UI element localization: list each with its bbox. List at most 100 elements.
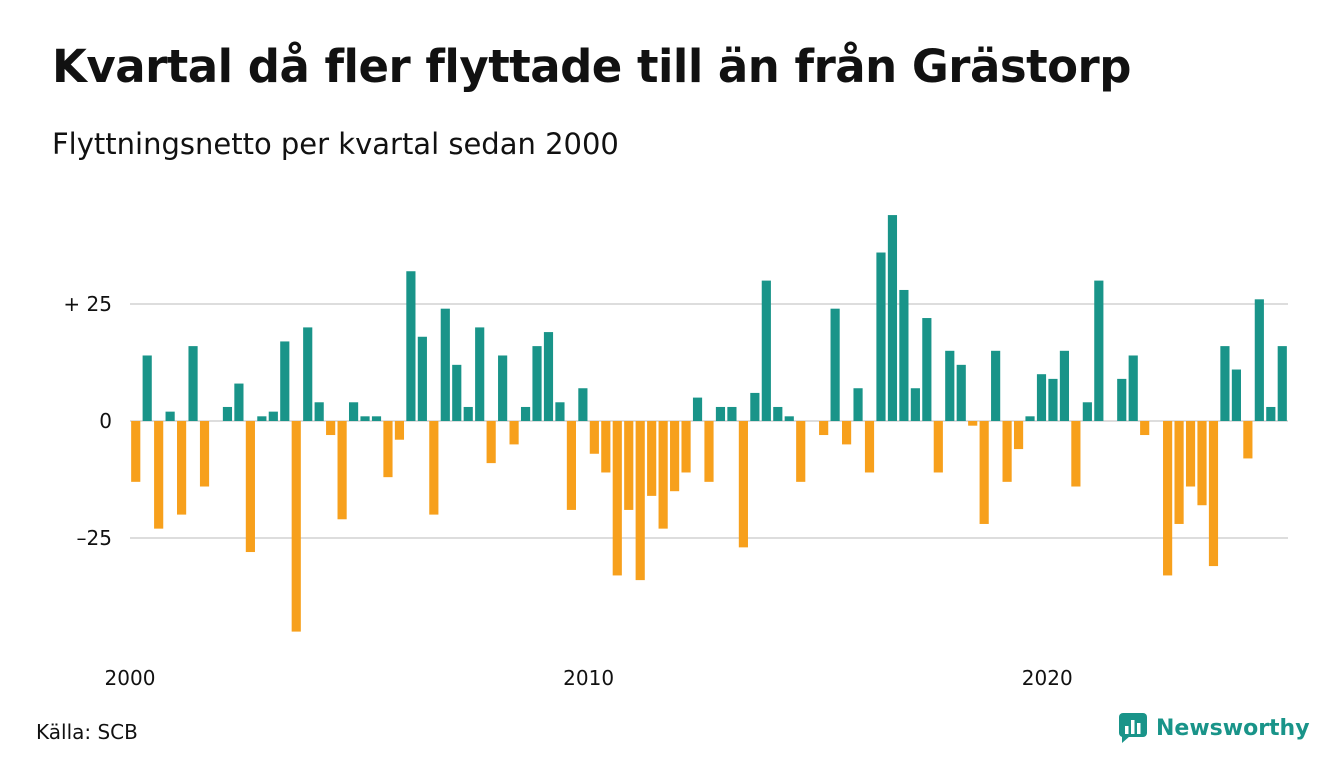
bar	[314, 402, 324, 421]
bar	[303, 327, 313, 421]
bar	[520, 406, 531, 421]
brand-logo: Newsworthy	[1118, 712, 1310, 744]
chart-subtitle: Flyttningsnetto per kvartal sedan 2000	[52, 127, 619, 161]
bars	[131, 215, 1287, 632]
bar	[383, 421, 393, 478]
bar	[979, 421, 989, 524]
bar	[268, 411, 278, 421]
bar	[1048, 378, 1058, 421]
bar	[727, 406, 737, 421]
bar	[257, 416, 267, 421]
bar	[578, 388, 588, 421]
bar	[1128, 355, 1138, 421]
bar	[486, 421, 496, 464]
y-tick-label: 0	[99, 409, 112, 433]
bar	[968, 421, 978, 426]
bar	[371, 416, 382, 421]
bar	[291, 421, 301, 632]
bar	[692, 397, 703, 421]
bar	[1266, 406, 1276, 421]
x-tick-label: 2020	[1022, 666, 1073, 690]
bar	[715, 406, 726, 421]
bar	[199, 421, 210, 487]
bar	[635, 421, 645, 581]
bar	[1197, 421, 1207, 506]
bar	[165, 411, 175, 421]
bar	[761, 280, 771, 421]
bar	[509, 421, 519, 445]
bar	[1082, 402, 1092, 421]
bar	[910, 388, 920, 421]
bar	[899, 289, 909, 421]
x-tick-label: 2010	[563, 666, 614, 690]
bar	[463, 406, 473, 421]
bar	[1036, 374, 1047, 421]
bar	[1254, 299, 1264, 421]
bar	[589, 421, 599, 454]
bar	[1163, 421, 1173, 576]
bar	[933, 421, 943, 473]
bar	[1002, 421, 1012, 482]
bar	[1243, 421, 1253, 459]
bar	[1025, 416, 1035, 421]
bar	[819, 421, 829, 436]
bar	[429, 421, 439, 515]
bar	[1117, 378, 1127, 421]
bar	[498, 355, 508, 421]
bar	[796, 421, 806, 482]
x-tick-label: 2000	[105, 666, 156, 690]
bar	[864, 421, 875, 473]
bar	[452, 364, 462, 421]
bar	[440, 308, 450, 421]
bar	[1185, 421, 1196, 487]
source-note: Källa: SCB	[36, 720, 138, 744]
bar	[945, 350, 955, 421]
bar	[417, 336, 427, 421]
bar	[738, 421, 748, 548]
bar	[1174, 421, 1184, 524]
bar	[842, 421, 852, 445]
bar	[658, 421, 668, 529]
bar	[222, 406, 233, 421]
bar	[887, 215, 898, 421]
bar	[991, 350, 1001, 421]
bar	[784, 416, 794, 421]
bar	[177, 421, 187, 515]
bar	[830, 308, 840, 421]
bar	[566, 421, 576, 510]
bar	[326, 421, 336, 436]
bar	[394, 421, 405, 440]
bar	[234, 383, 244, 421]
bar	[1231, 369, 1241, 421]
bar	[154, 421, 164, 529]
bar	[142, 355, 152, 421]
bar	[1220, 346, 1230, 421]
bar	[188, 346, 198, 421]
bar	[280, 341, 290, 421]
bar	[406, 271, 416, 421]
bar	[624, 421, 634, 510]
bar	[956, 364, 966, 421]
bar	[245, 421, 255, 553]
y-axis-ticks: + 25 0 –25	[63, 292, 112, 550]
x-axis-ticks: 2000 2010 2020	[105, 666, 1073, 690]
bar	[475, 327, 485, 421]
bar	[681, 421, 691, 473]
bar	[773, 406, 783, 421]
bar	[670, 421, 680, 492]
bar	[1059, 350, 1070, 421]
y-tick-label: –25	[77, 526, 112, 550]
bar	[876, 252, 886, 421]
newsworthy-logo-icon	[1119, 713, 1147, 743]
bar	[1013, 421, 1024, 450]
bar-chart: + 25 0 –25 2000 2010 2020	[63, 215, 1288, 690]
bar	[1140, 421, 1150, 436]
bar	[750, 392, 760, 421]
bar	[532, 346, 542, 421]
bar	[853, 388, 863, 421]
bar	[601, 421, 611, 473]
bar	[555, 402, 565, 421]
chart-title: Kvartal då fler flyttade till än från Gr…	[52, 40, 1131, 93]
bar	[360, 416, 370, 421]
bar	[337, 421, 347, 520]
